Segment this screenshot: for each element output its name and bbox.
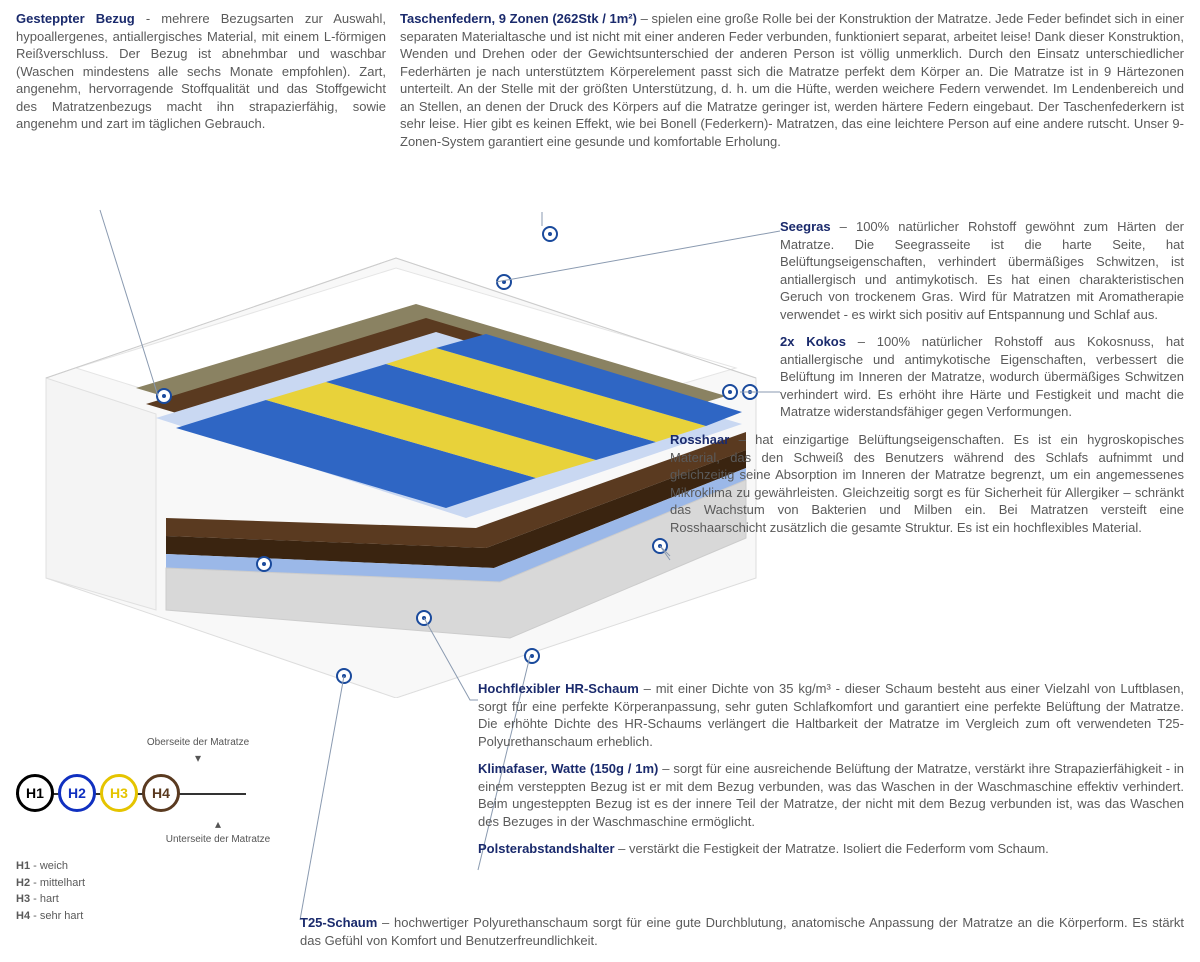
polster-text: – verstärkt die Festigkeit der Matratze.… <box>615 841 1049 856</box>
seagrass-title: Seegras <box>780 219 831 234</box>
hr-title: Hochflexibler HR-Schaum <box>478 681 639 696</box>
marker-kokos2-icon <box>742 384 758 400</box>
bottom-side-label: Unterseite der Matratze <box>166 834 271 845</box>
arrow-up-icon: ▴ <box>215 817 221 831</box>
callout-t25: T25-Schaum – hochwertiger Polyurethansch… <box>300 914 1184 949</box>
callout-klimafaser: Klimafaser, Watte (150g / 1m) – sorgt fü… <box>478 760 1184 830</box>
hardness-legend: Oberseite der Matratze ▾ H1 H2 H3 H4 ▴ U… <box>16 736 296 924</box>
cover-description: Gesteppter Bezug - mehrere Bezugsarten z… <box>16 10 386 150</box>
marker-kokos1-icon <box>722 384 738 400</box>
marker-polster-icon <box>524 648 540 664</box>
hardness-h2: H2 <box>58 774 96 812</box>
callout-rosshaar: Rosshaar – hat einzigartige Belüftungsei… <box>670 431 1184 536</box>
t25-title: T25-Schaum <box>300 915 377 930</box>
cover-title: Gesteppter Bezug <box>16 11 135 26</box>
marker-springs-icon <box>542 226 558 242</box>
arrow-down-icon: ▾ <box>195 751 201 765</box>
t25-text: – hochwertiger Polyurethanschaum sorgt f… <box>300 915 1184 948</box>
marker-cover-icon <box>156 388 172 404</box>
top-side-label: Oberseite der Matratze <box>147 737 249 748</box>
klimafaser-title: Klimafaser, Watte (150g / 1m) <box>478 761 658 776</box>
polster-title: Polsterabstandshalter <box>478 841 615 856</box>
hardness-h4: H4 <box>142 774 180 812</box>
springs-description: Taschenfedern, 9 Zonen (262Stk / 1m²) – … <box>400 10 1184 150</box>
springs-text: – spielen eine große Rolle bei der Konst… <box>400 11 1184 149</box>
marker-t25-icon <box>336 668 352 684</box>
callout-polster: Polsterabstandshalter – verstärkt die Fe… <box>478 840 1184 858</box>
rosshaar-text: – hat einzigartige Belüftungseigenschaft… <box>670 432 1184 535</box>
marker-rosshaar-icon <box>652 538 668 554</box>
rosshaar-title: Rosshaar <box>670 432 729 447</box>
hardness-circles: H1 H2 H3 H4 <box>16 774 296 812</box>
marker-foamleft-icon <box>256 556 272 572</box>
hardness-h1: H1 <box>16 774 54 812</box>
seagrass-text: – 100% natürlicher Rohstoff gewöhnt zum … <box>780 219 1184 322</box>
hardness-h3: H3 <box>100 774 138 812</box>
callout-kokos: 2x Kokos – 100% natürlicher Rohstoff aus… <box>780 333 1184 421</box>
mattress-illustration <box>16 218 776 698</box>
hardness-key: H1 - weich H2 - mittelhart H3 - hart H4 … <box>16 858 296 924</box>
callout-seagrass: Seegras – 100% natürlicher Rohstoff gewö… <box>780 218 1184 323</box>
kokos-title: 2x Kokos <box>780 334 846 349</box>
callout-hr: Hochflexibler HR-Schaum – mit einer Dich… <box>478 680 1184 750</box>
marker-hr-icon <box>416 610 432 626</box>
cover-text: - mehrere Bezugsarten zur Auswahl, hypoa… <box>16 11 386 131</box>
marker-seagrass-icon <box>496 274 512 290</box>
springs-title: Taschenfedern, 9 Zonen (262Stk / 1m²) <box>400 11 637 26</box>
